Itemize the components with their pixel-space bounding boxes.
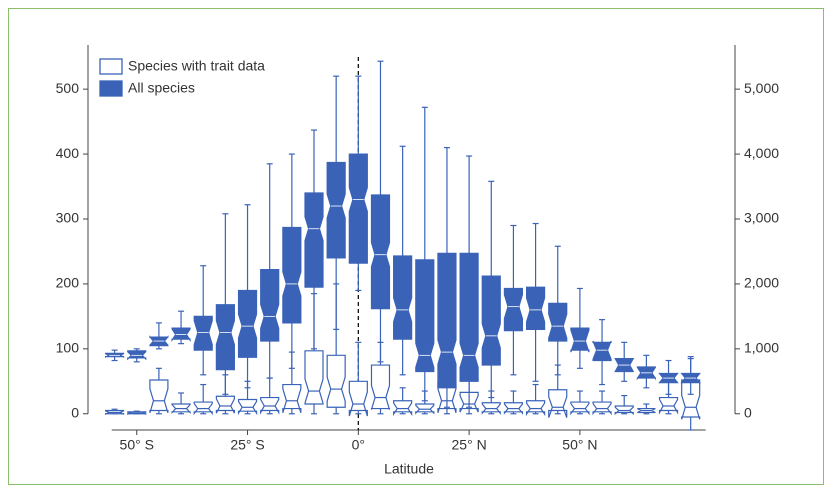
box [481, 402, 501, 415]
box [592, 340, 612, 362]
box [282, 383, 302, 413]
box [326, 161, 346, 259]
y-tick-label: 100 [56, 340, 80, 356]
box [215, 304, 235, 371]
box [614, 405, 634, 416]
y2-tick-label: 3,000 [744, 210, 779, 226]
legend-swatch [99, 58, 123, 75]
box [525, 286, 546, 330]
box [149, 379, 169, 413]
box [681, 379, 701, 420]
box [592, 401, 612, 416]
y-tick-label: 200 [56, 275, 80, 291]
box [570, 401, 590, 416]
box [548, 302, 568, 342]
box [481, 275, 501, 366]
box [304, 192, 324, 288]
x-tick-label: 25° N [452, 437, 487, 453]
box [393, 400, 413, 417]
box [326, 354, 346, 408]
y-tick-label: 500 [56, 80, 80, 96]
box [171, 327, 191, 343]
box [127, 350, 147, 361]
y-tick-label: 0 [71, 404, 79, 420]
box [348, 380, 368, 417]
box [370, 194, 391, 310]
y2-tick-label: 4,000 [744, 145, 779, 161]
box [415, 403, 435, 415]
box [304, 350, 324, 405]
x-tick-label: 25° S [230, 437, 264, 453]
x-tick-label: 0° [352, 437, 365, 453]
box [459, 252, 479, 382]
box [503, 402, 524, 415]
box [370, 364, 391, 410]
legend-swatch [99, 80, 123, 97]
box [237, 289, 258, 358]
box [215, 395, 235, 414]
y2-tick-label: 2,000 [744, 275, 779, 291]
box [260, 269, 280, 342]
box [570, 327, 590, 353]
box [193, 401, 213, 416]
x-tick-label: 50° N [562, 437, 597, 453]
box [282, 226, 302, 324]
box [237, 398, 258, 416]
y2-tick-label: 1,000 [744, 340, 779, 356]
y2-tick-label: 0 [744, 404, 752, 420]
box [548, 389, 568, 418]
box [525, 400, 546, 417]
y2-tick-label: 5,000 [744, 80, 779, 96]
y-tick-label: 300 [56, 210, 80, 226]
box [658, 396, 679, 415]
box [437, 252, 457, 389]
legend-label: All species [128, 80, 195, 96]
x-axis-label: Latitude [384, 461, 434, 477]
x-tick-label: 50° S [120, 437, 154, 453]
box [503, 287, 524, 332]
y-tick-label: 400 [56, 145, 80, 161]
box [260, 396, 280, 415]
box [348, 153, 368, 264]
box [393, 255, 413, 340]
box [193, 315, 213, 351]
legend-label: Species with trait data [128, 58, 265, 74]
frame [8, 8, 824, 485]
box [415, 259, 435, 373]
